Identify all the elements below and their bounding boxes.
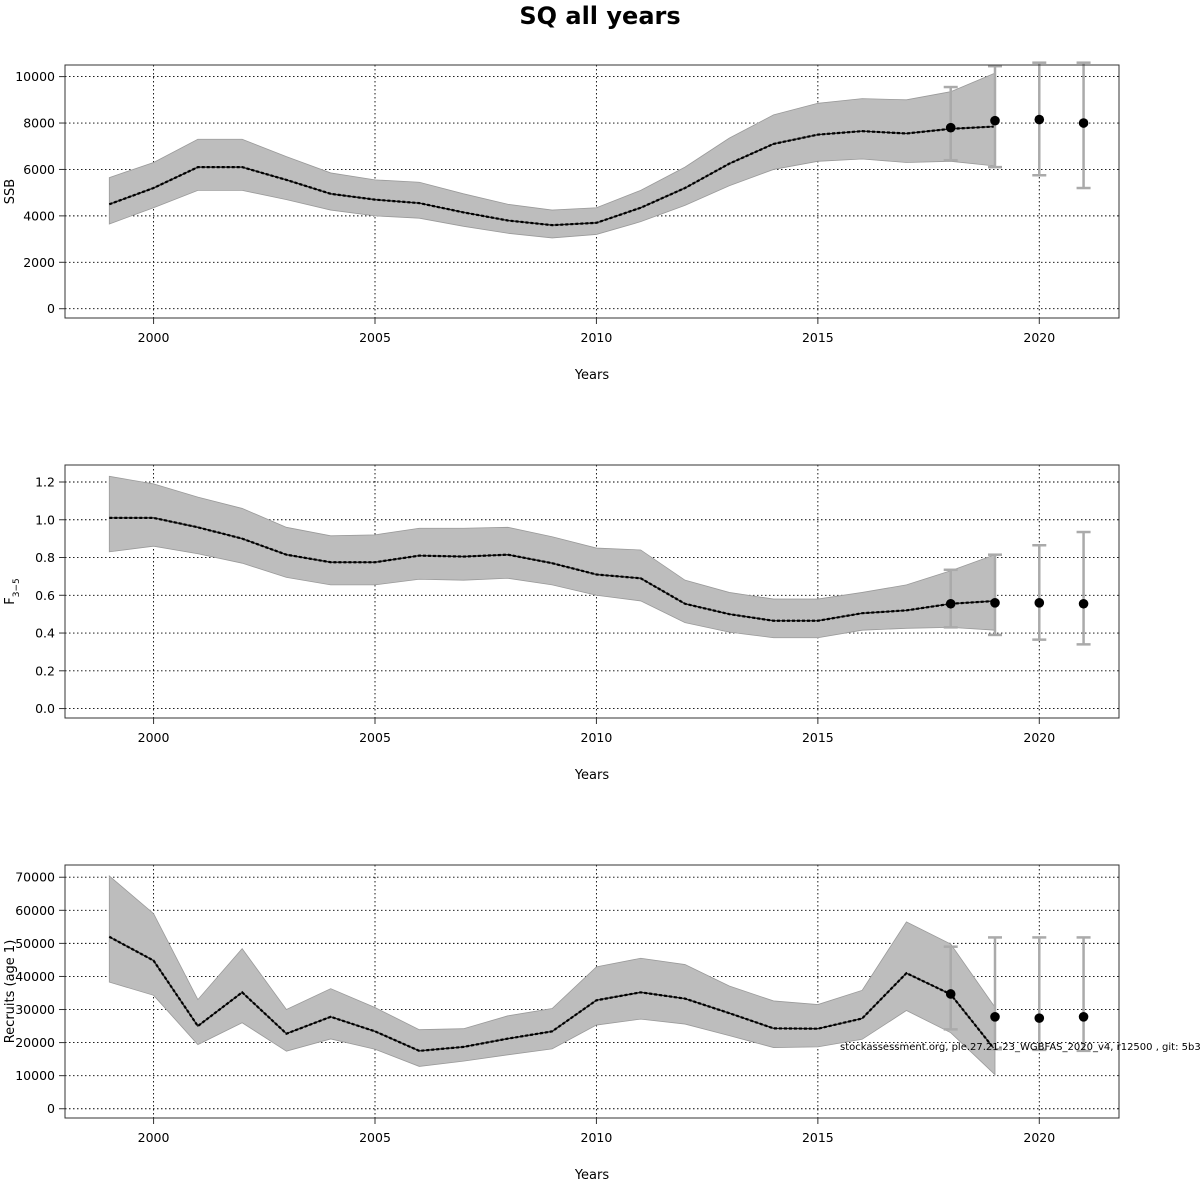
confidence-band (108, 875, 996, 1076)
forecast-point (945, 989, 956, 999)
panel-1: 2000 2005 2010 2015 2020 0 2000 4000 6000 8000 100… (3, 61, 1120, 383)
panels: 2000 2005 2010 2015 2020 0 2000 4000 6000 8000 100… (3, 61, 1120, 1183)
plot-frame (64, 864, 1120, 1119)
y-tick-label: 8000 (23, 116, 55, 131)
estimate-line-dashed (108, 935, 996, 1052)
x-tick-label: 2015 (802, 1130, 834, 1145)
y-axis-label: Recruits (age 1) (3, 940, 18, 1044)
forecast-point (1078, 598, 1089, 609)
y-tick-label: 0.6 (35, 588, 55, 603)
forecast-point (990, 115, 1000, 126)
chart-title: SQ all years (519, 2, 680, 30)
y-axis-label: SSB (3, 179, 18, 204)
x-tick-label: 2000 (138, 730, 170, 745)
x-tick-label: 2015 (802, 730, 834, 745)
y-tick-label: 10000 (15, 1068, 55, 1083)
y-tick-label: 0 (47, 301, 55, 316)
x-tick-label: 2020 (1023, 730, 1055, 745)
forecast-point (1034, 1013, 1045, 1023)
x-tick-label: 2005 (359, 330, 391, 345)
x-tick-label: 2000 (138, 1130, 170, 1145)
y-tick-label: 50000 (15, 936, 55, 951)
forecast-point (1034, 114, 1045, 125)
panel-3: 2000 2005 2010 2015 2020 0 10000 20000 30000 4000… (3, 864, 1120, 1183)
x-axis-label: Years (574, 1168, 610, 1183)
x-axis-label: Years (574, 368, 610, 383)
y-tick-label: 0.4 (35, 626, 55, 641)
estimate-line-dashed (109, 516, 996, 622)
x-tick-label: 2005 (359, 730, 391, 745)
x-tick-label: 2020 (1023, 1130, 1055, 1145)
y-tick-label: 30000 (15, 1002, 55, 1017)
x-tick-label: 2015 (802, 330, 834, 345)
y-axis-label: F3−5 (3, 578, 22, 604)
x-tick-label: 2005 (359, 1130, 391, 1145)
forecast-point (945, 598, 956, 609)
y-tick-label: 6000 (23, 162, 55, 177)
footnote: stockassessment.org, ple.27.21-23_WGBFAS… (840, 1042, 1200, 1053)
x-tick-label: 2020 (1023, 330, 1055, 345)
y-axis-label-subscript: 3−5 (12, 578, 22, 597)
panel-2: 2000 2005 2010 2015 2020 0.0 0.2 0.4 0.6 0.8 1.0 1.… (3, 464, 1120, 783)
plot-frame (64, 64, 1120, 319)
y-tick-label: 40000 (15, 969, 55, 984)
x-axis-label: Years (574, 768, 610, 783)
y-tick-label: 0.2 (35, 663, 55, 678)
y-tick-label: 2000 (23, 255, 55, 270)
x-tick-label: 2000 (138, 330, 170, 345)
forecast-point (1078, 118, 1089, 128)
y-tick-label: 1.2 (35, 474, 55, 489)
forecast-point (1034, 598, 1045, 608)
x-tick-label: 2010 (581, 1130, 613, 1145)
forecast-point (990, 1012, 1000, 1022)
estimate-line-dashed (108, 125, 996, 227)
y-tick-label: 0.8 (35, 550, 55, 565)
y-tick-label: 0.0 (35, 701, 55, 716)
forecast-point (1078, 1012, 1089, 1022)
y-tick-label: 4000 (23, 208, 55, 223)
x-tick-label: 2010 (581, 330, 613, 345)
confidence-band (108, 72, 996, 239)
y-tick-label: 70000 (15, 870, 55, 885)
forecast-point (945, 122, 956, 133)
plot-frame (64, 464, 1120, 719)
y-tick-label: 60000 (15, 903, 55, 918)
x-tick-label: 2010 (581, 730, 613, 745)
y-tick-label: 1.0 (35, 512, 55, 527)
y-tick-label: 10000 (15, 69, 55, 84)
y-tick-label: 20000 (15, 1035, 55, 1050)
forecast-point (990, 598, 1000, 608)
y-tick-label: 0 (47, 1101, 55, 1116)
